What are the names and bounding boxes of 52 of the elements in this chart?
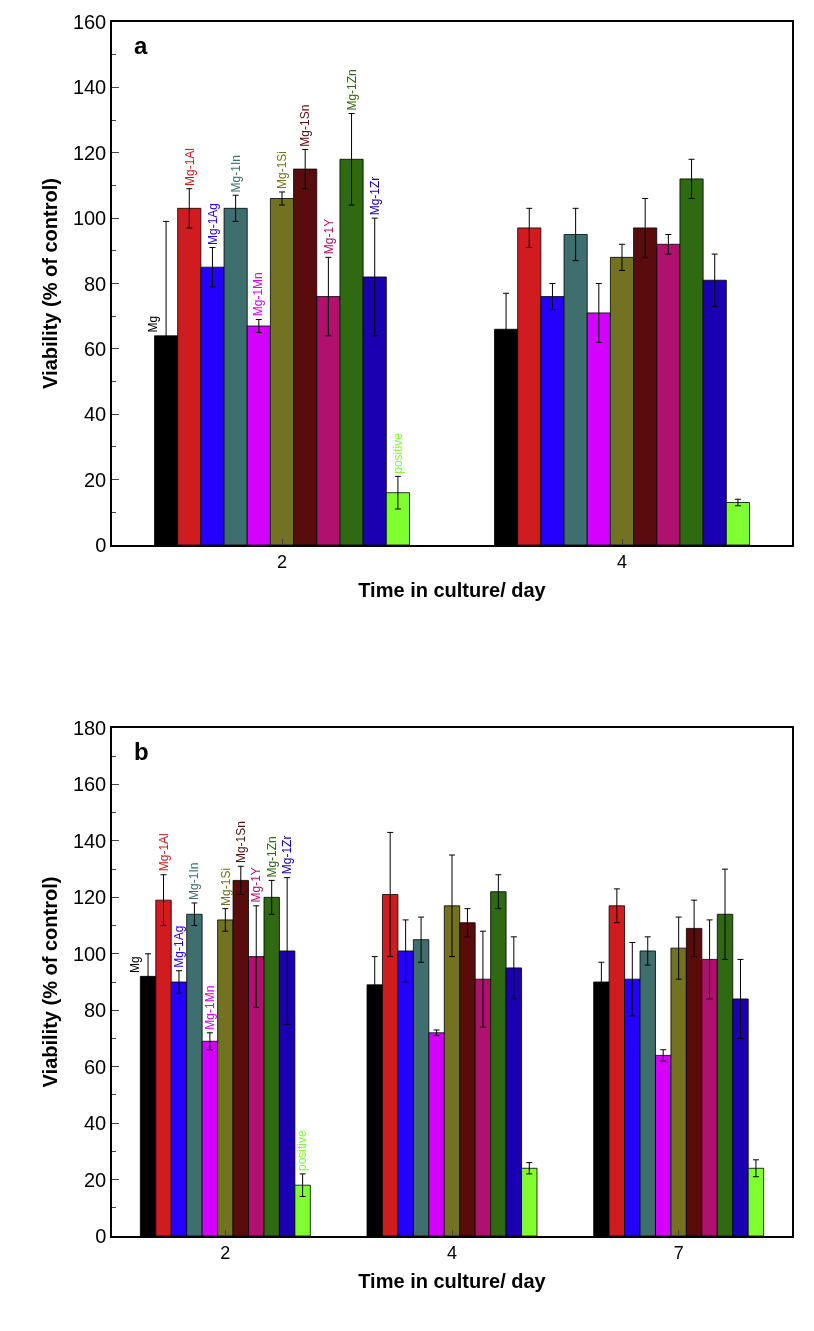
text: Mg-1In [228, 155, 243, 193]
y-tick-label: 120 [72, 141, 107, 164]
text: Mg-1Zr [368, 176, 383, 216]
text: Mg [145, 315, 160, 333]
y-tick-label: 180 [72, 717, 107, 739]
text: Mg-1Y [321, 218, 336, 255]
y-tick-label: 100 [72, 942, 107, 965]
text: Mg-1Al [156, 833, 171, 872]
y-tick-label: 140 [72, 829, 107, 852]
y-tick-label: 0 [95, 534, 107, 556]
annotation: a [134, 32, 148, 59]
text: Mg-1Y [248, 867, 263, 903]
text: Mg-1Ag [205, 202, 220, 245]
text: Mg-1Si [275, 150, 290, 189]
text: positive [295, 1130, 310, 1172]
x-tick-label: 2 [276, 552, 288, 573]
text: Mg-1Si [218, 867, 233, 906]
x-tick-label: 7 [673, 1243, 684, 1264]
y-tick-label: 20 [84, 468, 107, 491]
y-axis-title: Viability (% of control) [38, 178, 61, 389]
y-tick-label: 60 [84, 337, 107, 360]
y-tick-label: 40 [84, 1112, 107, 1135]
text: Mg-1Mn [251, 272, 266, 317]
y-tick-label: 80 [84, 272, 107, 295]
x-axis-title: Time in culture/ day [358, 579, 547, 602]
y-tick-label: 120 [72, 886, 107, 909]
text: Mg-1In [186, 862, 201, 900]
x-tick-label: 4 [446, 1243, 458, 1264]
x-axis-title: Time in culture/ day [358, 1270, 547, 1293]
text: Mg-1Zn [264, 836, 279, 878]
y-tick-label: 0 [95, 1225, 107, 1247]
y-tick-label: 140 [72, 76, 107, 99]
text: Mg-1Sn [297, 104, 312, 147]
y-tick-label: 40 [84, 403, 107, 426]
y-axis-title: Viability (% of control) [38, 876, 61, 1088]
text: Mg-1Al [182, 147, 197, 186]
text: positive [391, 432, 406, 474]
text: Mg-1Mn [203, 985, 218, 1030]
y-tick-label: 160 [72, 773, 107, 796]
y-tick-label: 160 [72, 11, 107, 33]
x-tick-label: 4 [616, 552, 628, 573]
text: Mg-1Ag [172, 925, 187, 968]
x-tick-label: 2 [220, 1243, 231, 1264]
text: Mg [128, 956, 143, 973]
annotation: b [134, 738, 149, 765]
y-tick-label: 20 [84, 1168, 107, 1191]
y-tick-label: 60 [84, 1055, 107, 1078]
text: Mg-1Zr [280, 835, 295, 875]
y-tick-label: 100 [72, 207, 107, 230]
text: Mg-1Zn [344, 69, 359, 111]
text: Mg-1Sn [233, 821, 248, 864]
y-tick-label: 80 [84, 999, 107, 1022]
